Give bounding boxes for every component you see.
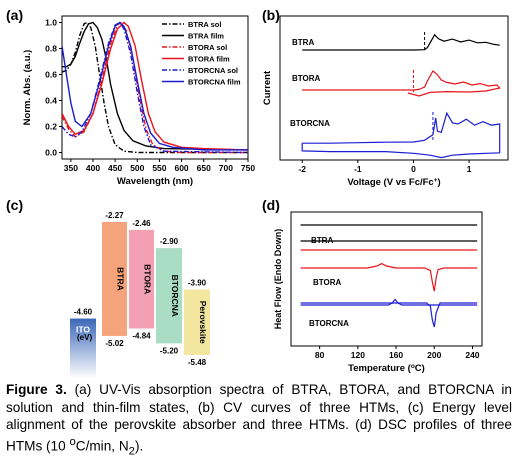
panel-d-xtick-label: 240 bbox=[465, 350, 479, 360]
panel-a-legend-label: BTRA sol bbox=[188, 20, 221, 29]
panel-a-ytick-label: 0.6 bbox=[45, 70, 57, 80]
panel-a-legend-label: BTORA film bbox=[188, 55, 230, 64]
caption-unit-sup: o bbox=[69, 435, 76, 448]
panel-b-curve-label: BTRA bbox=[292, 38, 314, 47]
panel-a-legend-label: BTRA film bbox=[188, 32, 224, 41]
energy-box-label: ITO bbox=[76, 325, 90, 335]
panel-a-legend-label: BTORCNA film bbox=[188, 78, 241, 87]
caption-n2-sub: 2 bbox=[128, 444, 135, 457]
energy-box-ito bbox=[70, 318, 96, 379]
panel-b-xtick-label: -1 bbox=[354, 164, 362, 174]
caption-label: Figure 3. bbox=[6, 382, 67, 397]
panel-b-ylabel: Current bbox=[262, 70, 273, 105]
panel-a-ytick-label: 0.4 bbox=[45, 96, 57, 106]
panel-b-xlabel-sup: + bbox=[434, 177, 438, 184]
energy-bottom-value: -5.02 bbox=[105, 339, 124, 348]
panel-a-ytick-label: 0.2 bbox=[45, 122, 57, 132]
energy-top-value: -4.60 bbox=[74, 308, 93, 317]
panel-d-xtick-label: 120 bbox=[351, 350, 365, 360]
panel-c-chart: ITO -4.60 BTRA -2.27 -5.02 BTORA -2.46 -4.84 BTO… bbox=[70, 211, 210, 379]
panel-a-legend-label: BTORCNA sol bbox=[188, 66, 238, 75]
panel-b-frame bbox=[279, 15, 509, 161]
panel-b-curve-btra bbox=[302, 33, 500, 51]
panel-a-xtick-label: 450 bbox=[108, 163, 122, 173]
panel-d-chart: 80 120 160 200 240 Temperature (oC) Heat Flow … bbox=[273, 211, 483, 374]
panel-a-series-btora-sol bbox=[62, 21, 248, 154]
panel-d-curve-btora-heating bbox=[300, 262, 478, 292]
energy-bottom-value: -5.48 bbox=[188, 358, 207, 367]
panel-b-xtick-label: -2 bbox=[298, 164, 306, 174]
panel-a-xtick-label: 500 bbox=[130, 163, 144, 173]
panel-b-curve-label: BTORA bbox=[292, 74, 321, 83]
panel-a-xtick-label: 350 bbox=[64, 163, 78, 173]
energy-box-perovskite bbox=[184, 289, 210, 355]
panel-d-xlabel-sup: o bbox=[411, 363, 415, 370]
panel-b-xlabel-end: ) bbox=[438, 177, 441, 188]
panel-d-xtick-label: 160 bbox=[389, 350, 403, 360]
panel-d-frame bbox=[290, 211, 483, 347]
caption-unit-tail: C/min, N bbox=[75, 438, 129, 454]
caption-text: (a) UV-Vis absorption spectra of BTRA, B… bbox=[6, 382, 512, 454]
panel-label-b: (b) bbox=[262, 7, 280, 23]
panel-d-curve-label: BTORCNA bbox=[309, 319, 349, 328]
panel-d-xlabel-end: C) bbox=[415, 363, 425, 374]
energy-box-label: BTORA bbox=[143, 264, 153, 294]
panel-a-series-btra-sol bbox=[62, 21, 248, 154]
panel-d-xlabel: Temperature (oC) bbox=[348, 363, 425, 374]
panel-a-xlabel: Wavelength (nm) bbox=[117, 176, 193, 187]
panel-b-xtick-label: 0 bbox=[411, 164, 416, 174]
panel-a-ytick-label: 0.0 bbox=[45, 148, 57, 158]
caption-end: ). bbox=[134, 438, 144, 454]
energy-top-value: -2.90 bbox=[160, 237, 179, 246]
panel-label-d: (d) bbox=[262, 197, 280, 213]
energy-box-label: BTORCNA bbox=[170, 275, 180, 317]
panel-a-legend-label: BTORA sol bbox=[188, 43, 227, 52]
panel-a-frame bbox=[61, 15, 249, 160]
panel-c-unit-label: (eV) bbox=[77, 333, 92, 342]
figure-caption: Figure 3. (a) UV-Vis absorption spectra … bbox=[6, 381, 512, 460]
panel-d-curve-btorcna-cooling bbox=[300, 298, 478, 306]
panel-a-ytick-label: 1.0 bbox=[45, 18, 57, 28]
energy-bottom-value: -4.84 bbox=[132, 331, 151, 340]
panel-a-series-btorcna-film bbox=[62, 21, 248, 151]
panel-a-xtick-label: 700 bbox=[219, 163, 233, 173]
energy-top-value: -2.27 bbox=[105, 211, 124, 220]
panel-d-xtick-label: 80 bbox=[315, 350, 325, 360]
panel-a-xtick-label: 550 bbox=[152, 163, 166, 173]
panel-d-curve-btorcna-heating bbox=[300, 302, 478, 328]
panel-d-curve-label: BTRA bbox=[311, 236, 333, 245]
panel-a-series-btorcna-sol bbox=[62, 21, 248, 154]
panel-label-a: (a) bbox=[6, 7, 23, 23]
energy-top-value: -3.90 bbox=[188, 279, 207, 288]
panel-b-xtick-label: 1 bbox=[467, 164, 472, 174]
energy-box-btorcna bbox=[156, 248, 182, 344]
panel-b-curve-btora bbox=[302, 70, 501, 97]
panel-a-chart: 0.0 0.2 0.4 0.6 0.8 1.0 350 400 450 500 550 600 650 7… bbox=[22, 15, 255, 187]
panel-b-chart: -2 -1 0 1 Voltage (V vs Fc/Fc+) Current BTRA BT… bbox=[262, 15, 509, 188]
panel-b-curve-btorcna bbox=[301, 111, 501, 159]
panel-a-xtick-label: 600 bbox=[174, 163, 188, 173]
panel-a-ytick-label: 0.8 bbox=[45, 44, 57, 54]
panel-a-series-btra-film bbox=[62, 21, 248, 151]
energy-box-label: Perovskite bbox=[198, 301, 208, 344]
panel-a-ylabel: Norm. Abs. (a.u.) bbox=[22, 50, 33, 126]
panel-b-curve-label: BTORCNA bbox=[290, 119, 330, 128]
panel-a-xtick-label: 650 bbox=[197, 163, 211, 173]
panel-d-xtick-label: 200 bbox=[427, 350, 441, 360]
panel-a-xtick-label: 400 bbox=[86, 163, 100, 173]
energy-bottom-value: -5.20 bbox=[160, 346, 179, 355]
panel-a-series-btora-film bbox=[62, 21, 248, 151]
panel-label-c: (c) bbox=[6, 197, 23, 213]
panel-a-xtick-label: 750 bbox=[241, 163, 255, 173]
panel-b-xlabel: Voltage (V vs Fc/Fc+) bbox=[347, 177, 440, 188]
figure: 0.0 0.2 0.4 0.6 0.8 1.0 350 400 450 500 550 600 650 7… bbox=[6, 7, 509, 379]
panel-d-curve-label: BTORA bbox=[313, 278, 342, 287]
panel-d-ylabel: Heat Flow (Endo Down) bbox=[273, 229, 283, 330]
energy-box-btora bbox=[129, 229, 154, 329]
energy-box-label: BTRA bbox=[116, 267, 126, 291]
energy-box-btra bbox=[102, 222, 127, 336]
energy-top-value: -2.46 bbox=[132, 219, 151, 228]
